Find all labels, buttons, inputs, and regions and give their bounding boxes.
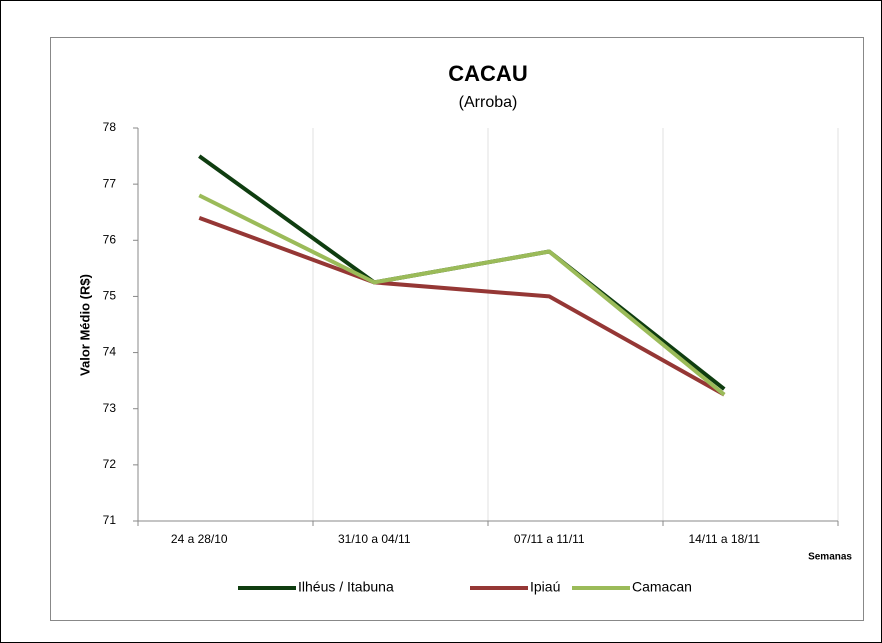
y-tick-label: 71: [103, 513, 117, 527]
y-tick-label: 78: [103, 120, 117, 134]
line-series: [198, 215, 726, 397]
x-tick-label: 07/11 a 11/11: [514, 532, 585, 546]
legend-label: Ilhéus / Itabuna: [298, 579, 394, 595]
y-tick-label: 76: [103, 232, 117, 246]
line-series: [198, 193, 726, 397]
chart-subtitle: (Arroba): [459, 94, 518, 111]
chart-title: CACAU: [448, 61, 527, 86]
y-tick-label: 72: [103, 457, 117, 471]
legend-label: Ipiaú: [530, 579, 560, 595]
x-tick-label: 31/10 a 04/11: [338, 532, 411, 546]
legend-label: Camacan: [632, 579, 692, 595]
x-tick-label: 24 a 28/10: [171, 532, 228, 546]
chart-border: [50, 37, 864, 621]
y-tick-label: 73: [103, 401, 117, 415]
y-tick-label: 77: [103, 176, 117, 190]
y-axis-label: Valor Médio (R$): [77, 274, 92, 376]
x-axis-label: Semanas: [808, 552, 852, 563]
x-tick-label: 14/11 a 18/11: [688, 532, 760, 546]
y-tick-label: 75: [103, 289, 117, 303]
y-tick-label: 74: [103, 345, 117, 359]
